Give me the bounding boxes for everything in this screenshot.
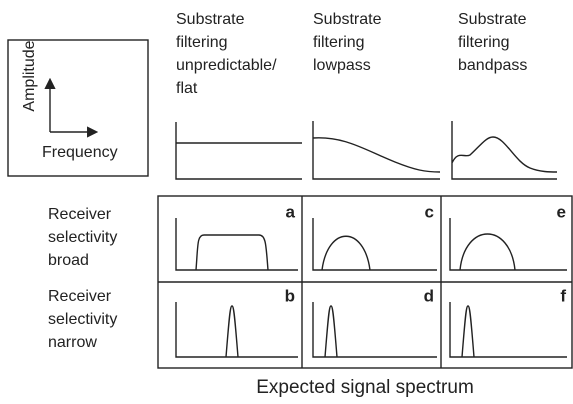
row-label: Receiver (48, 288, 112, 305)
spectrum-a (175, 218, 298, 271)
row-label: narrow (48, 334, 97, 351)
row-label: Receiver (48, 206, 112, 223)
column-header: flat (176, 80, 198, 97)
cell-label: c (425, 202, 434, 221)
row-label: selectivity (48, 229, 117, 246)
cell-label: e (557, 202, 566, 221)
column-header: Substrate (458, 11, 527, 28)
column-header: filtering (313, 34, 365, 51)
column-header: filtering (176, 34, 228, 51)
column-header: lowpass (313, 57, 371, 74)
spectrum-e (449, 218, 567, 271)
column-header: Substrate (313, 11, 382, 28)
flat-filter-plot (175, 122, 302, 180)
cell-label: a (286, 202, 296, 221)
cell-label: b (285, 286, 295, 305)
spectrum-b (175, 302, 298, 358)
legend-x-label: Frequency (42, 144, 118, 161)
cell-label: d (424, 286, 434, 305)
row-label: selectivity (48, 311, 117, 328)
row-label: broad (48, 252, 89, 269)
caption: Expected signal spectrum (256, 377, 474, 398)
spectrum-d (312, 302, 437, 358)
column-header: filtering (458, 34, 510, 51)
column-header: Substrate (176, 11, 245, 28)
bandpass-filter-plot (451, 121, 558, 180)
cell-label: f (560, 286, 566, 305)
legend-y-label: Amplitude (21, 40, 38, 111)
spectrum-c (312, 218, 437, 271)
lowpass-filter-plot (312, 121, 441, 180)
spectrum-f (449, 302, 567, 358)
column-header: unpredictable/ (176, 57, 277, 74)
legend-box (7, 39, 149, 177)
column-headers: Substrate filtering unpredictable/ flat … (176, 11, 527, 97)
column-header: bandpass (458, 57, 527, 74)
